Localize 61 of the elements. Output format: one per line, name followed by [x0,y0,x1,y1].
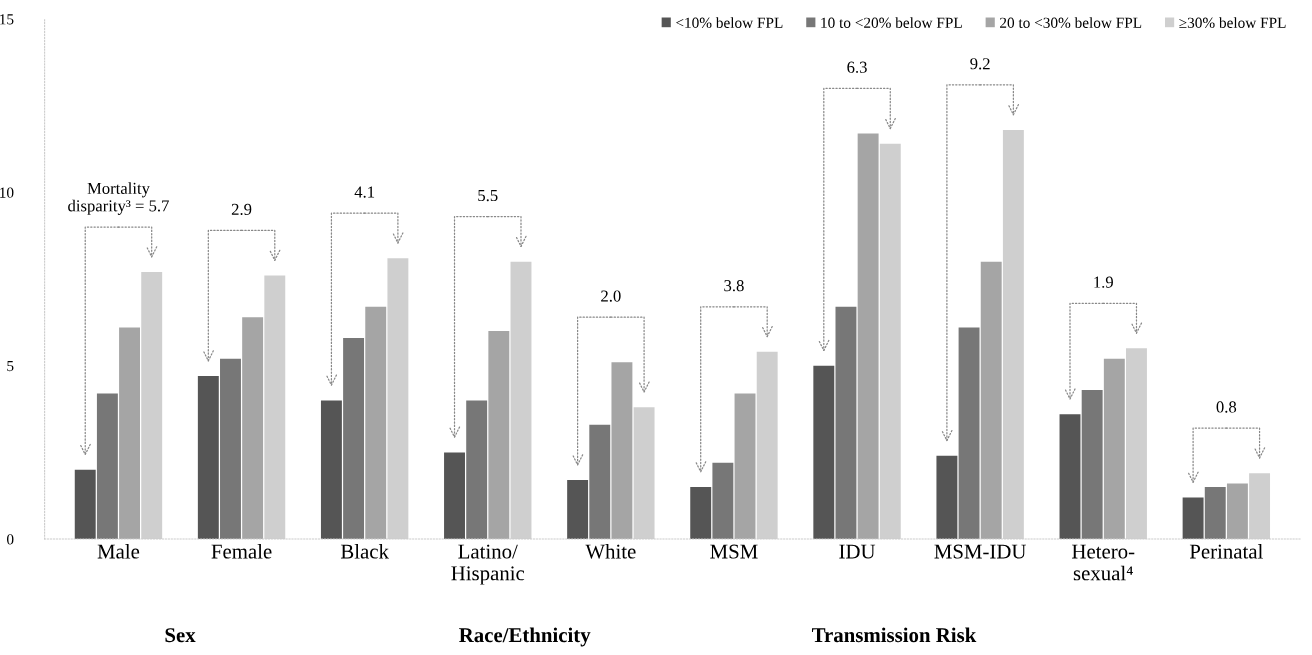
x-tick-label: Hetero- sexual⁴ [1072,544,1135,581]
text: Transmission Risk [812,627,977,643]
x-tick-label: Black [340,543,389,559]
bar [611,362,633,540]
bar [119,327,141,540]
annotation: 1.9 [1094,276,1113,288]
bar [1081,389,1103,540]
bar [936,455,958,540]
y-tick-label: 10 [0,187,14,198]
bar [835,306,857,540]
annotation: Mortality disparity³ = 5.7 [68,182,169,215]
annotation: 2.0 [601,290,621,302]
bar [958,327,980,540]
bar [1059,414,1081,540]
annotation: 6.3 [847,61,867,73]
bar [74,469,96,540]
bar [96,393,118,540]
text: Race/Ethnicity [459,627,591,647]
bar [320,400,342,540]
x-tick-label: Male [97,543,140,559]
annotation: 3.8 [724,280,744,292]
bar [734,393,756,540]
bar [589,424,611,540]
x-tick-label: IDU [839,544,876,559]
bar [690,487,712,540]
bar [712,462,734,540]
bar [197,376,219,540]
bar [242,317,264,540]
bar [488,331,510,540]
bar [444,452,465,540]
annotation: 0.8 [1216,401,1237,413]
x-tick-label: Latino/ Hispanic [451,544,525,585]
legend-label: <10% below FPL [676,17,783,28]
bar [1204,487,1226,540]
annotation: 5.5 [478,190,498,202]
bar [857,133,879,540]
bar [1103,358,1125,540]
legend-label: 10 to <20% below FPL [821,17,962,28]
annotation: 4.1 [354,186,375,198]
x-tick-label: White [585,543,636,559]
bar [365,306,387,540]
text: Sex [165,628,196,643]
annotation: 2.9 [231,203,252,216]
bar [1182,497,1204,540]
x-tick-label: Perinatal [1189,543,1263,559]
x-tick-label: MSM [710,544,758,559]
y-tick-label: 15 [0,14,14,25]
legend-label: ≥30% below FPL [1179,17,1286,28]
x-tick-label: Female [211,543,272,559]
bar [343,337,365,540]
y-tick-label: 0 [7,534,14,545]
y-tick-label: 5 [7,361,14,372]
bar [567,480,589,540]
bar [466,400,488,540]
bar [220,358,241,540]
bar [980,261,1002,540]
legend-label: 20 to <30% below FPL [1000,17,1142,28]
annotation: 9.2 [970,58,990,70]
bar [813,365,835,540]
x-tick-label: MSM-IDU [934,544,1027,559]
bar [1226,483,1248,540]
